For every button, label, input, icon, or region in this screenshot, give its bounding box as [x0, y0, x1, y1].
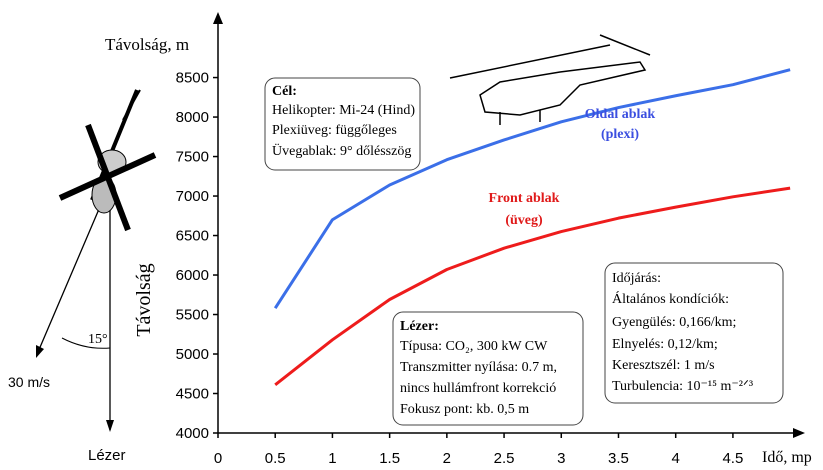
x-tick-label: 3 — [557, 450, 565, 467]
x-tick-label: 3.5 — [608, 450, 629, 467]
y-tick-label: 4000 — [176, 425, 209, 442]
y-tick-label: 6000 — [176, 267, 209, 284]
y-axis-title: Távolság — [133, 263, 155, 336]
box-text: Elnyelés: 0,12/km; — [612, 337, 718, 352]
box-text: Gyengülés: 0,166/km; — [612, 315, 736, 330]
x-tick-label: 4.5 — [722, 450, 743, 467]
helicopter — [449, 34, 651, 125]
box-target: Cél: Helikopter: Mi-24 (Hind) Plexiüveg:… — [264, 77, 421, 171]
series-label: (üveg) — [505, 213, 543, 228]
box-text: Időjárás: — [612, 271, 661, 286]
y-tick-label: 6500 — [176, 228, 209, 245]
x-axis-arrow — [793, 428, 805, 438]
box-text: Típusa: CO₂, 300 kW CW — [400, 339, 548, 354]
box-text: Általános kondíciók: — [612, 290, 729, 307]
box-laser: Lézer: Típusa: CO₂, 300 kW CW Transzmitt… — [392, 311, 584, 426]
box-text: Lézer: — [400, 319, 439, 334]
y-tick-label: 7000 — [176, 188, 209, 205]
box-weather: Időjárás: Általános kondíciók: Gyengülés… — [604, 262, 784, 404]
box-text: Keresztszél: 1 m/s — [612, 358, 715, 373]
y-tick-label: 8000 — [176, 109, 209, 126]
box-text: Helikopter: Mi-24 (Hind) — [272, 103, 415, 118]
x-tick-label: 2.5 — [494, 450, 515, 467]
box-text: Turbulencia: 10⁻¹⁵ m⁻²ᐟ³ — [612, 379, 753, 394]
x-tick-label: 4 — [672, 450, 680, 467]
y-tick-label: 7500 — [176, 149, 209, 166]
x-tick-label: 1 — [328, 450, 336, 467]
y-axis-arrow — [213, 12, 223, 24]
speed-label: 30 m/s — [8, 374, 50, 390]
box-text: Cél: — [272, 84, 297, 99]
series-label: Front ablak — [489, 191, 560, 206]
laser-label: Lézer — [88, 447, 126, 464]
series-line — [274, 186, 791, 386]
y-tick-label: 5000 — [176, 346, 209, 363]
series-label: (plexi) — [601, 127, 639, 142]
y-tick-label: 8500 — [176, 70, 209, 87]
diagram: 15° 30 m/s Lézer — [8, 89, 157, 464]
x-axis-title: Idő, mp — [762, 449, 812, 466]
x-tick-label: 0 — [214, 450, 222, 467]
box-text: nincs hullámfront korrekció — [400, 381, 556, 396]
box-text: Plexiüveg: függőleges — [272, 123, 397, 138]
box-text: Üvegablak: 9° dőlésszög — [272, 142, 411, 159]
y-tick-label: 5500 — [176, 307, 209, 324]
series-line — [273, 68, 791, 310]
box-text: Transzmitter nyílása: 0.7 m, — [400, 360, 557, 375]
x-tick-label: 1.5 — [379, 450, 400, 467]
angle-label: 15° — [88, 332, 108, 347]
series-label: Oldal ablak — [585, 107, 656, 122]
x-tick-label: 2 — [443, 450, 451, 467]
box-text: Fokusz pont: kb. 0,5 m — [400, 402, 529, 417]
x-tick-label: 0.5 — [265, 450, 286, 467]
y-tick-label: 4500 — [176, 386, 209, 403]
y-axis-title-top: Távolság, m — [105, 35, 189, 54]
